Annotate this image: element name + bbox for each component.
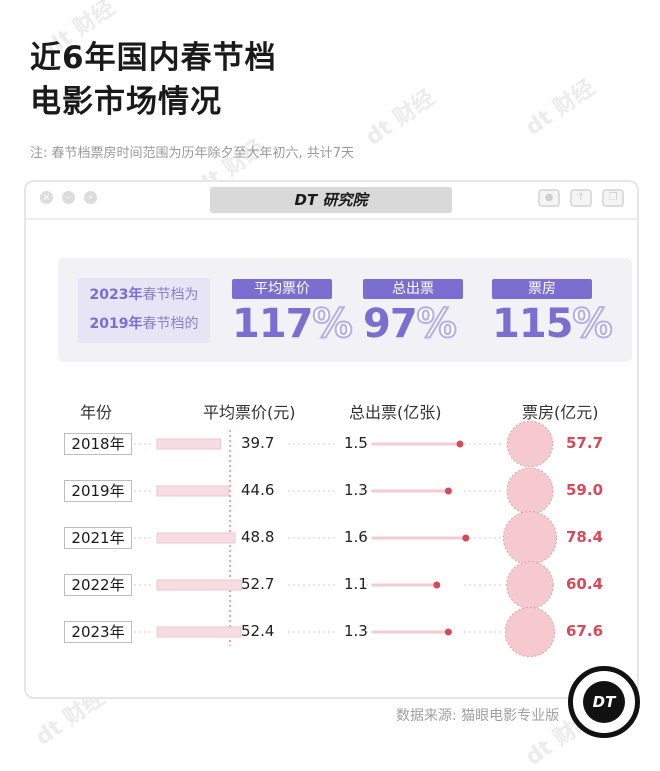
metric-unit: % — [416, 300, 458, 348]
box-office-bubble — [504, 606, 556, 658]
metric-label: 平均票价 — [232, 279, 332, 299]
price-bar — [156, 438, 222, 450]
year-label: 2019年 — [64, 480, 132, 502]
metric-value: 117 — [232, 301, 313, 347]
box-office-bubble — [506, 467, 554, 515]
dt-logo-text: DT — [583, 681, 625, 723]
price-value: 52.4 — [241, 622, 275, 640]
metric-unit: % — [311, 300, 353, 348]
compare-text: 春节档的 — [142, 316, 199, 332]
share-icon[interactable]: ↑ — [570, 189, 592, 207]
tickets-value: 1.5 — [344, 434, 368, 452]
price-bar — [156, 485, 229, 497]
box-office-bubble — [506, 561, 554, 609]
compare-text: 春节档为 — [142, 287, 199, 303]
metric-box-office: 票房 115% — [492, 279, 614, 348]
dt-logo: DT — [568, 666, 640, 738]
metric-label: 票房 — [492, 279, 592, 299]
box-office-value: 59.0 — [566, 481, 604, 499]
tickets-dot — [444, 487, 452, 495]
price-value: 48.8 — [241, 528, 275, 546]
metric-label: 总出票 — [363, 279, 463, 299]
copy-icon[interactable]: ❐ — [602, 189, 624, 207]
box-office-value: 60.4 — [566, 575, 604, 593]
data-table-graphics — [134, 420, 558, 658]
year-label: 2022年 — [64, 574, 132, 596]
column-header-price: 平均票价(元) — [203, 403, 296, 422]
column-header-box-office: 票房(亿元) — [522, 403, 599, 422]
summary-panel: 2023年春节档为 2019年春节档的 平均票价 117% 总出票 97% 票房… — [58, 258, 632, 362]
note-text: 注: 春节档票房时间范围为历年除夕至大年初六, 共计7天 — [30, 146, 355, 161]
title-line-2: 电影市场情况 — [30, 84, 222, 120]
price-value: 52.7 — [241, 575, 275, 593]
box-office-bubble — [506, 420, 554, 468]
close-icon[interactable]: × — [40, 191, 53, 204]
column-header-year: 年份 — [80, 403, 113, 422]
metric-value: 97 — [363, 301, 418, 347]
compare-year-2019: 2019年 — [89, 316, 143, 332]
price-bar — [156, 626, 242, 638]
brand-label: DT 研究院 — [210, 187, 452, 213]
metric-total-tickets: 总出票 97% — [363, 279, 483, 348]
metric-value: 115 — [492, 301, 573, 347]
price-value: 44.6 — [241, 481, 275, 499]
box-office-value: 57.7 — [566, 434, 604, 452]
tickets-dot — [433, 581, 441, 589]
metric-avg-price: 平均票价 117% — [232, 279, 354, 348]
tickets-value: 1.1 — [344, 575, 368, 593]
price-value: 39.7 — [241, 434, 275, 452]
source-text: 数据来源: 猫眼电影专业版 — [396, 708, 560, 724]
tickets-value: 1.3 — [344, 481, 368, 499]
maximize-icon[interactable]: › — [84, 191, 97, 204]
year-label: 2023年 — [64, 621, 132, 643]
comparison-label: 2023年春节档为 2019年春节档的 — [78, 278, 210, 343]
metric-unit: % — [571, 300, 613, 348]
tickets-dot — [444, 628, 452, 636]
page-title: 近6年国内春节档 电影市场情况 — [30, 36, 277, 124]
year-label: 2018年 — [64, 433, 132, 455]
tickets-value: 1.6 — [344, 528, 368, 546]
box-office-value: 67.6 — [566, 622, 604, 640]
box-office-bubble — [502, 510, 558, 566]
title-line-1: 近6年国内春节档 — [30, 40, 277, 76]
tickets-value: 1.3 — [344, 622, 368, 640]
watermark: dt 财经 — [521, 75, 600, 141]
price-bar — [156, 532, 236, 544]
year-label: 2021年 — [64, 527, 132, 549]
minimize-icon[interactable]: – — [62, 191, 75, 204]
watermark: dt 财经 — [361, 85, 440, 151]
price-bar — [156, 579, 242, 591]
window-topbar: × – › DT 研究院 ● ↑ ❐ — [26, 182, 637, 220]
column-header-tickets: 总出票(亿张) — [349, 403, 442, 422]
tickets-dot — [462, 534, 470, 542]
tickets-dot — [456, 440, 464, 448]
browser-frame: × – › DT 研究院 ● ↑ ❐ 2023年春节档为 2019年春节档的 平… — [24, 180, 639, 699]
box-office-value: 78.4 — [566, 528, 604, 546]
compare-year-2023: 2023年 — [89, 287, 143, 303]
record-icon[interactable]: ● — [538, 189, 560, 207]
